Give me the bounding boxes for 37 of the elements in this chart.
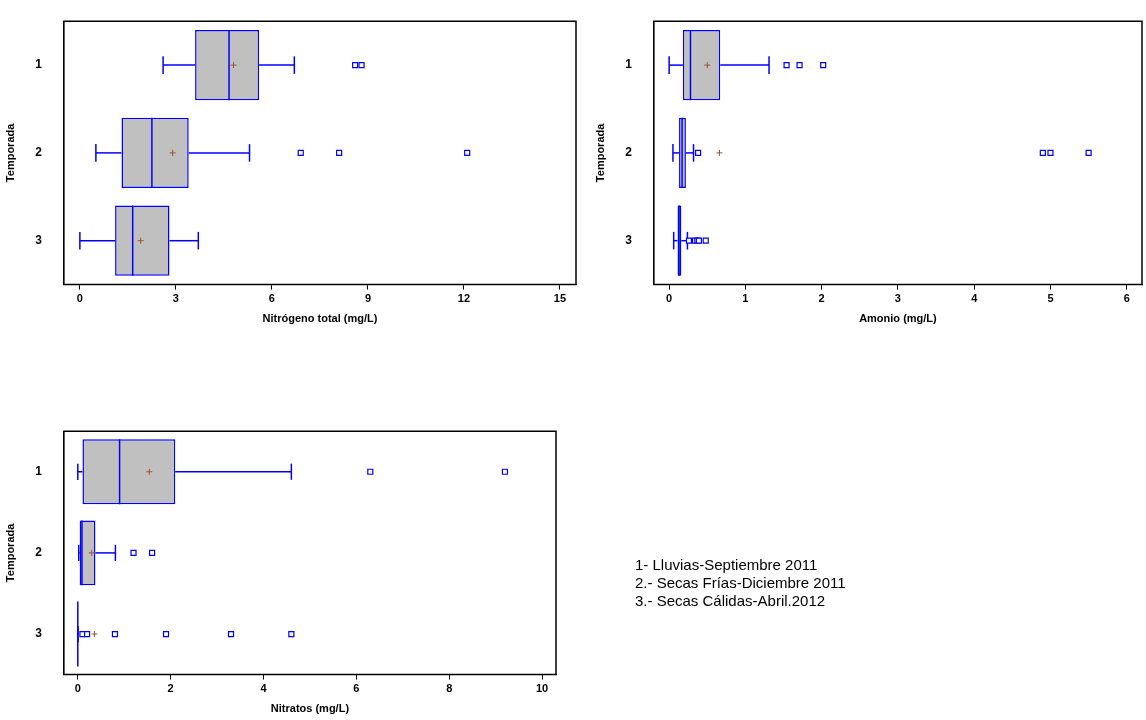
x-tick-label: 6 — [268, 292, 275, 305]
x-axis-title: Nitrógeno total (mg/L) — [262, 312, 378, 325]
x-tick-label: 3 — [894, 292, 901, 305]
x-tick-label: 12 — [457, 292, 471, 305]
y-tick-label: 2 — [35, 145, 43, 160]
x-tick-label: 1 — [742, 292, 749, 305]
y-axis-title: Temporada — [593, 122, 606, 183]
y-tick-label: 1 — [35, 57, 43, 72]
x-tick-label: 0 — [666, 292, 673, 305]
x-tick-label: 15 — [553, 292, 567, 305]
x-axis-title: Nitratos (mg/L) — [270, 702, 350, 715]
y-tick-label: 3 — [35, 233, 43, 248]
y-axis-title: Temporada — [3, 522, 16, 583]
y-tick-label: 2 — [35, 545, 43, 560]
x-tick-label: 9 — [364, 292, 372, 305]
x-tick-label: 0 — [74, 682, 81, 695]
x-tick-label: 2 — [167, 682, 174, 695]
x-axis-title: Amonio (mg/L) — [859, 312, 938, 325]
x-tick-label: 4 — [260, 682, 268, 695]
y-axis-title: Temporada — [3, 122, 16, 183]
text: 2.- Secas Frías-Diciembre 2011 — [635, 574, 847, 592]
x-tick-label: 3 — [172, 292, 179, 305]
x-tick-label: 8 — [446, 682, 453, 695]
x-tick-label: 6 — [353, 682, 360, 695]
y-tick-label: 1 — [625, 57, 633, 72]
text: 1- Lluvias-Septiembre 2011 — [635, 556, 819, 574]
x-tick-label: 6 — [1123, 292, 1130, 305]
y-tick-label: 3 — [625, 233, 633, 248]
x-tick-label: 4 — [971, 292, 979, 305]
y-tick-label: 2 — [625, 145, 633, 160]
x-tick-label: 0 — [76, 292, 83, 305]
x-tick-label: 5 — [1047, 292, 1054, 305]
x-tick-label: 2 — [818, 292, 825, 305]
y-tick-label: 1 — [35, 464, 43, 479]
text: 3.- Secas Cálidas-Abril.2012 — [635, 592, 827, 610]
x-tick-label: 10 — [535, 682, 549, 695]
y-tick-label: 3 — [35, 626, 43, 641]
